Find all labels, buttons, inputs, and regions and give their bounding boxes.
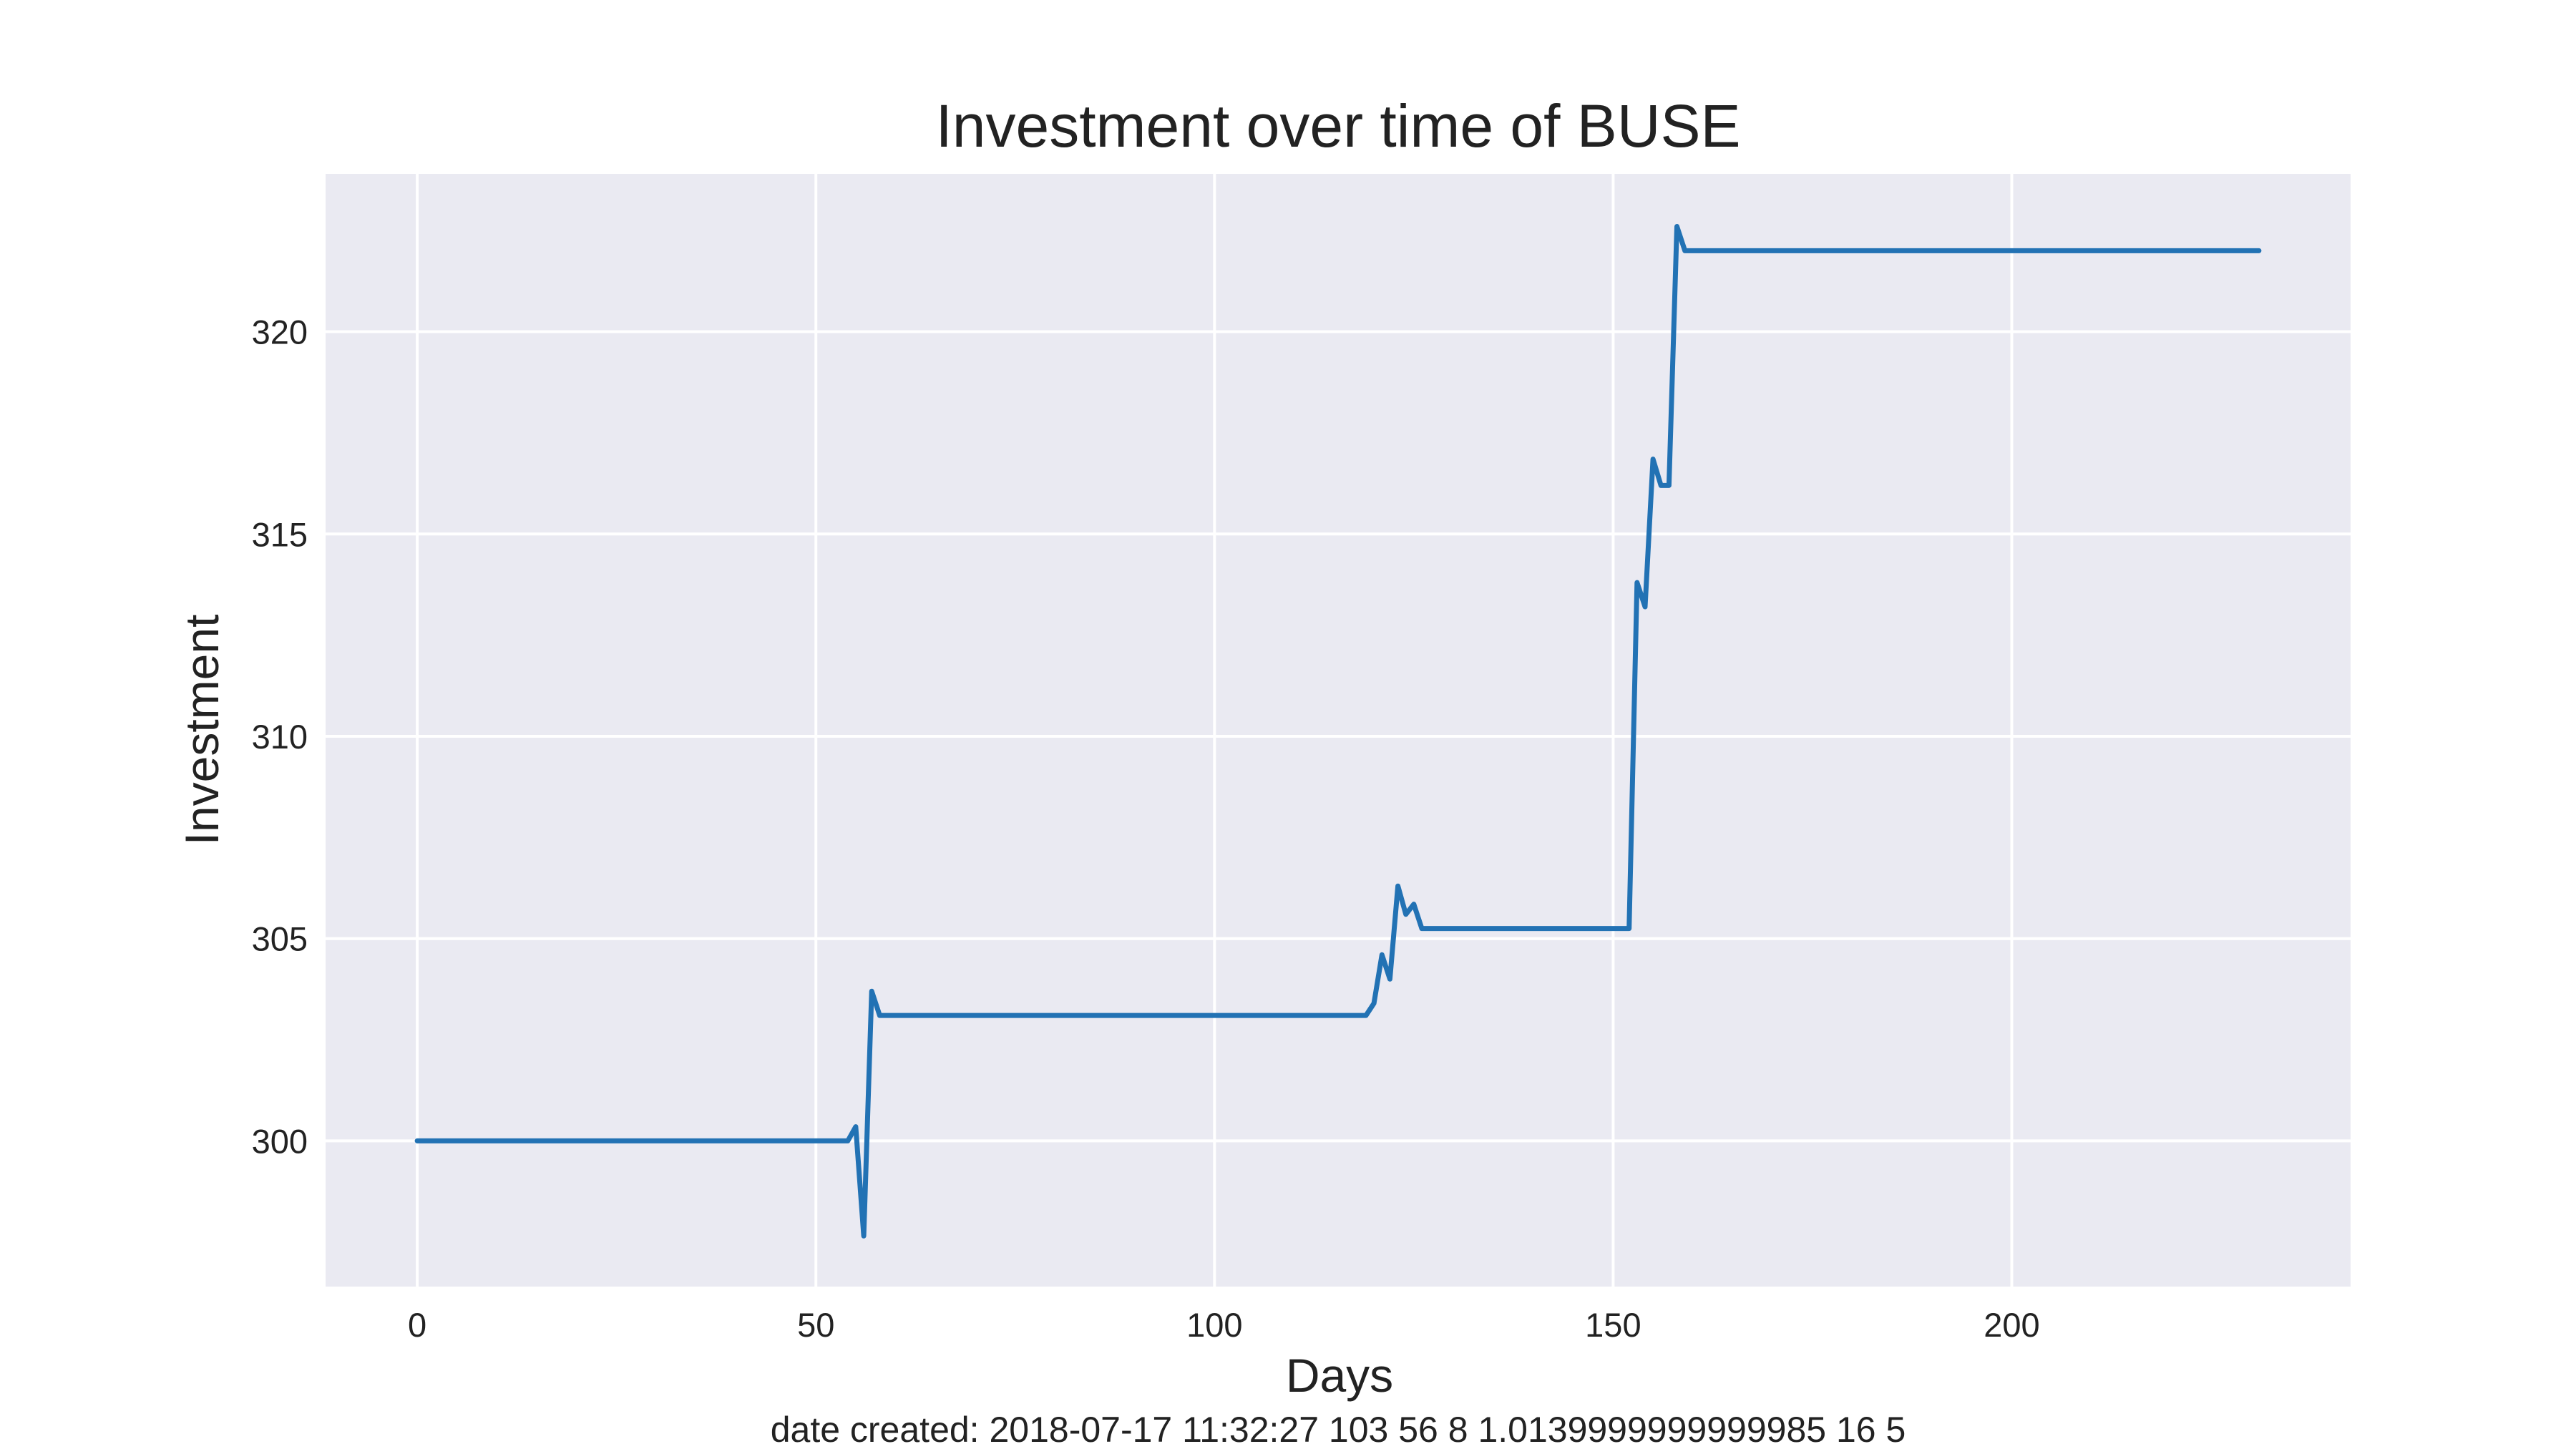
y-tick-label: 310	[252, 718, 308, 756]
series-line-investment	[414, 224, 2262, 1239]
y-tick-label: 305	[252, 920, 308, 958]
y-tick-label: 315	[252, 515, 308, 553]
x-axis-label: Days	[1286, 1349, 1393, 1402]
date-created-footer: date created: 2018-07-17 11:32:27 103 56…	[771, 1410, 1906, 1449]
y-tick-label: 300	[252, 1122, 308, 1160]
y-tick-label: 320	[252, 313, 308, 351]
x-tick-label: 200	[1984, 1306, 2039, 1344]
x-tick-label: 0	[408, 1306, 426, 1344]
x-tick-label: 50	[797, 1306, 834, 1344]
tick-labels: 0 50 100 150 200 300 305 310 315 320	[252, 313, 2040, 1344]
x-tick-label: 150	[1585, 1306, 1641, 1344]
plot-area	[326, 174, 2351, 1287]
grid-lines	[326, 174, 2351, 1287]
chart-title: Investment over time of BUSE	[935, 92, 1740, 160]
y-axis-label: Investment	[175, 615, 228, 846]
x-tick-label: 100	[1186, 1306, 1242, 1344]
